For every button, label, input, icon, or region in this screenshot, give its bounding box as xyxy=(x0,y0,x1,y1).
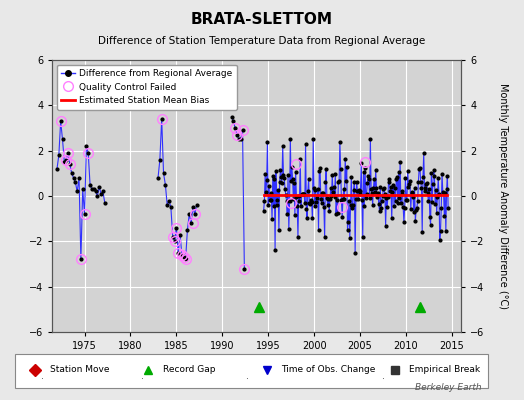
Text: BRATA-SLETTOM: BRATA-SLETTOM xyxy=(191,12,333,27)
Y-axis label: Monthly Temperature Anomaly Difference (°C): Monthly Temperature Anomaly Difference (… xyxy=(498,83,508,309)
Text: Time of Obs. Change: Time of Obs. Change xyxy=(281,366,376,374)
Text: Berkeley Earth: Berkeley Earth xyxy=(416,383,482,392)
Text: Difference of Station Temperature Data from Regional Average: Difference of Station Temperature Data f… xyxy=(99,36,425,46)
Legend: Difference from Regional Average, Quality Control Failed, Estimated Station Mean: Difference from Regional Average, Qualit… xyxy=(57,64,237,110)
Text: Station Move: Station Move xyxy=(50,366,110,374)
Text: Empirical Break: Empirical Break xyxy=(409,366,481,374)
Bar xyxy=(15,354,488,388)
Text: Record Gap: Record Gap xyxy=(163,366,216,374)
